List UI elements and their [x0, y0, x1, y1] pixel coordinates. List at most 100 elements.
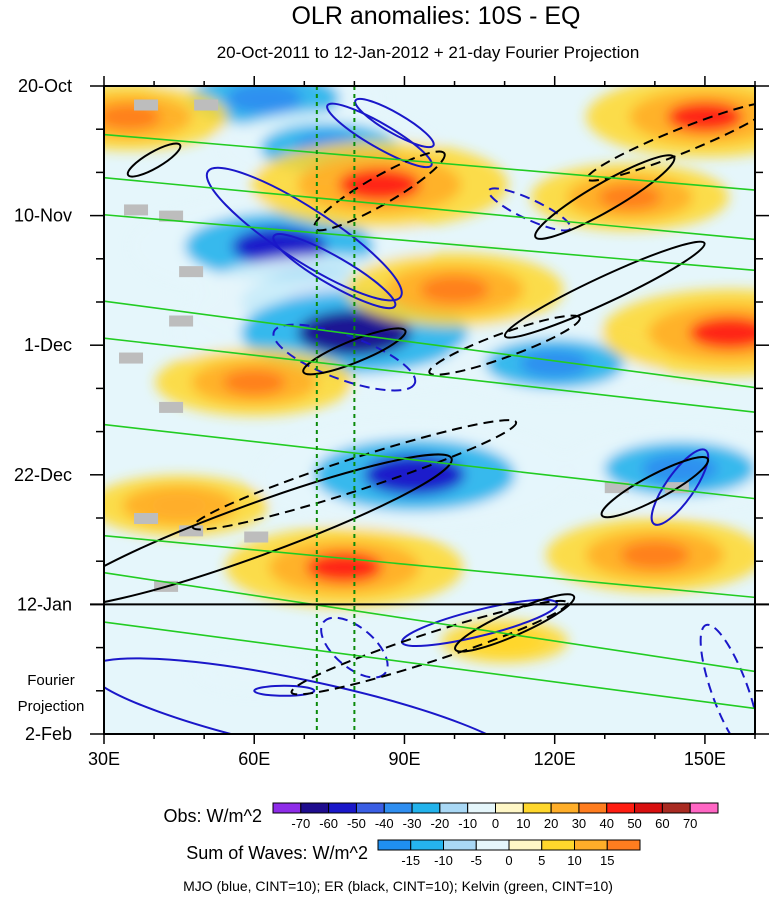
- colorbar-swatch: [606, 839, 641, 851]
- plot-frame: [103, 85, 756, 735]
- anomaly-cell: [104, 104, 161, 130]
- missing-data-patch: [604, 482, 629, 494]
- y-tick-label: 2-Feb: [25, 724, 72, 744]
- missing-data-patch: [179, 525, 204, 537]
- anomaly-cell: [297, 310, 412, 356]
- er-contour: [454, 593, 576, 653]
- colorbar-label: 5: [538, 853, 545, 868]
- missing-data-patch: [119, 352, 144, 364]
- anomaly-cell: [620, 541, 690, 569]
- colorbar-label: 10: [567, 853, 581, 868]
- colorbar-label: 70: [683, 816, 697, 831]
- wave-contours: [104, 97, 755, 734]
- colorbar-swatch: [410, 839, 444, 851]
- x-tick-label: 90E: [388, 749, 420, 769]
- kelvin-contour: [104, 534, 755, 599]
- mjo-contour: [354, 97, 435, 149]
- colorbar-label: 30: [572, 816, 586, 831]
- colorbar-swatch: [443, 839, 477, 851]
- missing-data-patch: [169, 315, 194, 327]
- projection-label-line2: Projection: [18, 698, 85, 715]
- colorbar-label: -5: [470, 853, 482, 868]
- anomaly-cell: [364, 454, 465, 495]
- colorbar-swatch: [467, 802, 496, 814]
- colorbar-swatch: [475, 839, 510, 851]
- colorbar-swatch: [300, 802, 330, 814]
- waves-colorbar: Sum of Waves: W/m^2 -15 -10 -5 0 5 10 15: [186, 839, 641, 868]
- x-tick-label: 30E: [88, 749, 120, 769]
- mjo-contour: [650, 448, 710, 526]
- colorbar-label: 40: [600, 816, 614, 831]
- x-tick-label: 150E: [684, 749, 726, 769]
- mjo-contour: [320, 616, 389, 679]
- colorbar-label: -10: [458, 816, 477, 831]
- missing-data-patch: [134, 99, 159, 111]
- colorbar-swatch: [661, 802, 691, 814]
- x-tick-label: 120E: [534, 749, 576, 769]
- kelvin-contour: [104, 176, 755, 241]
- colorbar-swatch: [272, 802, 302, 814]
- colorbar-swatch: [541, 839, 575, 851]
- colorbar-swatch: [411, 802, 441, 814]
- kelvin-contour: [104, 213, 755, 272]
- y-tick-label: 1-Dec: [24, 335, 72, 355]
- colorbar-swatch: [606, 802, 636, 814]
- colorbar-swatch: [328, 802, 357, 814]
- mjo-contour: [272, 323, 417, 392]
- colorbar-label: 0: [505, 853, 512, 868]
- y-axis: 20-Oct 10-Nov 1-Dec 22-Dec 12-Jan 2-Feb: [14, 76, 769, 744]
- missing-data-patch: [159, 210, 184, 222]
- plot-area: [104, 86, 755, 734]
- colorbar-label: 60: [655, 816, 669, 831]
- colorbar-swatch: [578, 802, 608, 814]
- anomaly-cell: [306, 552, 383, 583]
- anomaly-cell: [338, 168, 421, 202]
- colorbar-label: 0: [492, 816, 499, 831]
- mjo-contour: [699, 623, 755, 734]
- kelvin-contour: [104, 300, 755, 389]
- colorbar-label: -15: [401, 853, 420, 868]
- colorbar-swatch: [550, 802, 580, 814]
- projection-label-line1: Fourier: [27, 672, 75, 689]
- colorbar-swatch: [574, 839, 608, 851]
- colorbar-swatch: [522, 802, 552, 814]
- anomaly-cell: [226, 86, 303, 114]
- waves-colorbar-title: Sum of Waves: W/m^2: [186, 843, 368, 863]
- missing-data-patch: [134, 513, 159, 524]
- chart-subtitle: 20-Oct-2011 to 12-Jan-2012 + 21-day Four…: [217, 43, 640, 62]
- anomaly-cell: [642, 453, 718, 484]
- kelvin-contour: [104, 337, 755, 414]
- colorbar-swatch: [508, 839, 543, 851]
- anomaly-field: [104, 86, 755, 693]
- colorbar-label: 10: [516, 816, 530, 831]
- anomaly-cell: [419, 275, 490, 304]
- kelvin-contour: [104, 621, 755, 710]
- missing-data-patch: [244, 531, 269, 543]
- colorbar-label: -10: [434, 853, 453, 868]
- er-contour: [290, 599, 569, 696]
- colorbar-swatch: [355, 802, 385, 814]
- y-tick-label: 22-Dec: [14, 465, 72, 485]
- colorbar-label: -70: [291, 816, 310, 831]
- colorbar-swatch: [689, 802, 719, 814]
- colorbar-swatch: [383, 802, 413, 814]
- anomaly-cell: [484, 633, 525, 650]
- y-tick-label: 12-Jan: [17, 594, 72, 614]
- colorbar-swatch: [377, 839, 412, 851]
- obs-colorbar: Obs: W/m^2 -70 -60 -50 -40 -30 -20 -10 0 10 20 30 4…: [164, 802, 719, 831]
- x-axis: 30E 60E 90E 120E 150E: [88, 76, 756, 769]
- colorbar-label: 20: [544, 816, 558, 831]
- er-contour: [503, 240, 706, 339]
- colorbar-label: -20: [430, 816, 449, 831]
- reference-longitude-lines: [315, 86, 356, 734]
- colorbar-label: -40: [375, 816, 394, 831]
- missing-data-patch: [159, 401, 184, 413]
- y-tick-label: 20-Oct: [18, 76, 72, 96]
- kelvin-contour: [104, 571, 755, 673]
- er-contour: [104, 453, 453, 608]
- er-contour: [600, 456, 710, 519]
- anomaly-cell: [520, 349, 590, 378]
- er-contour: [302, 327, 407, 376]
